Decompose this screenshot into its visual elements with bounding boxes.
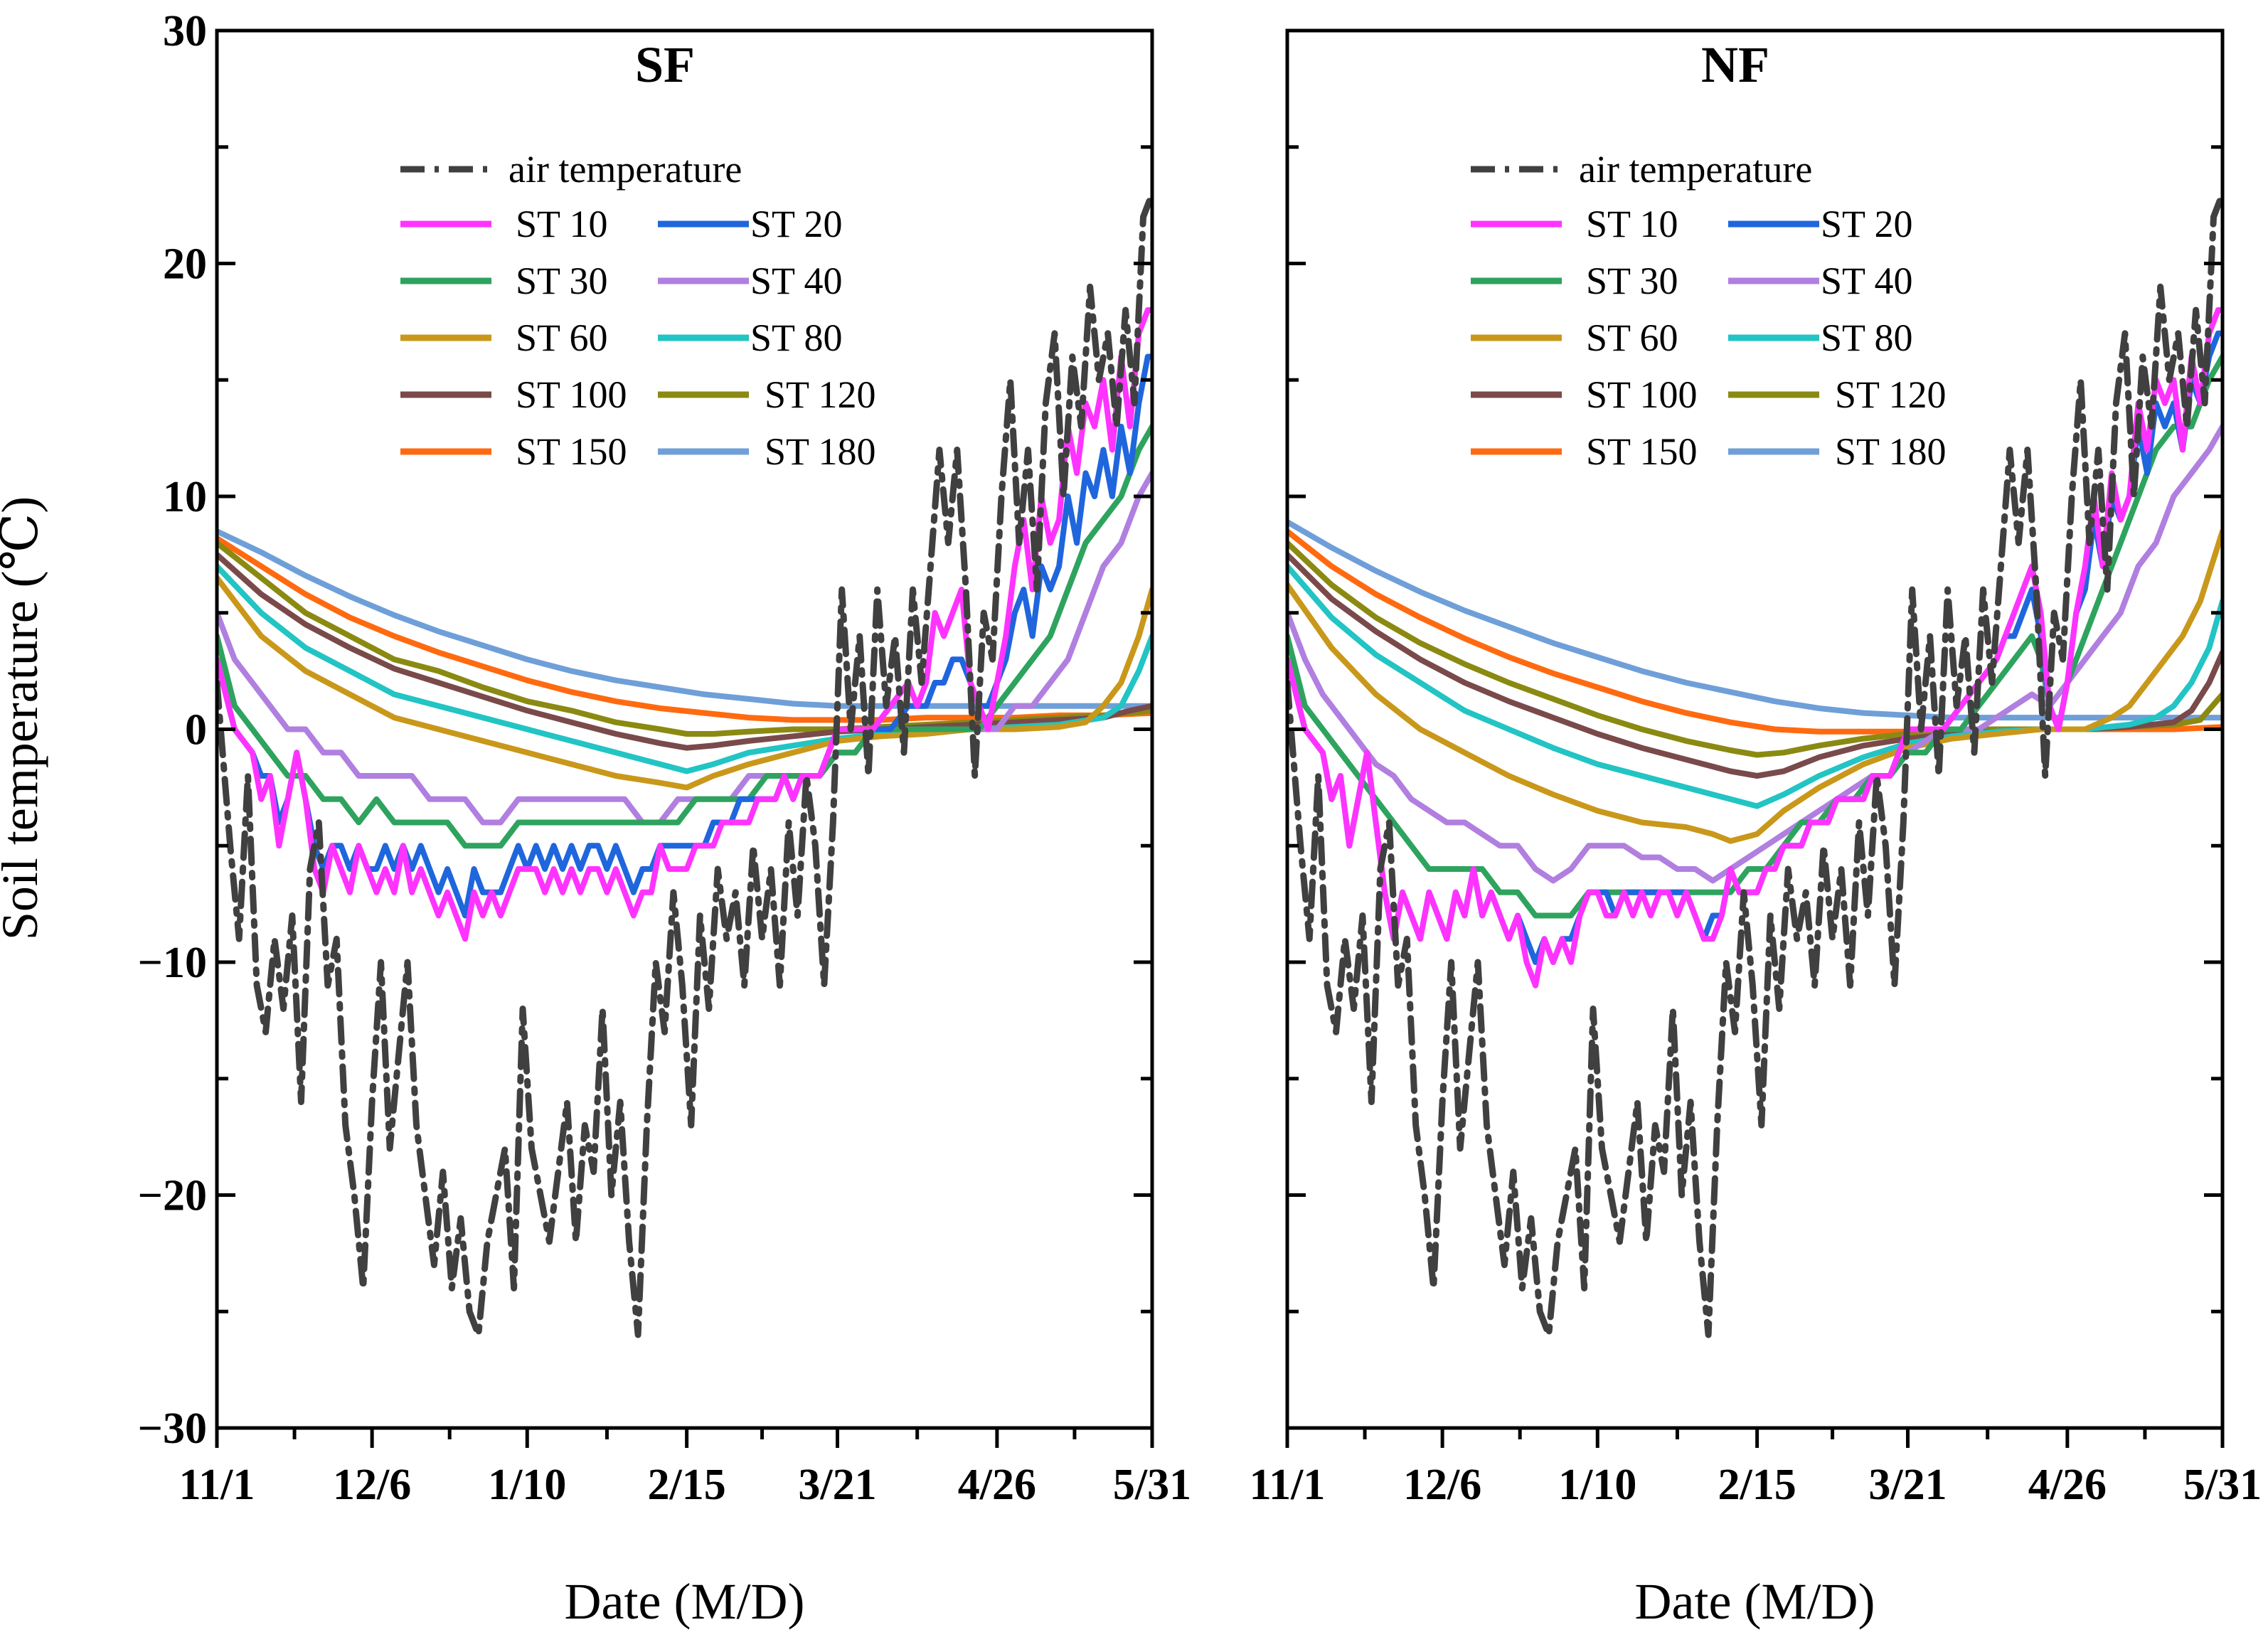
x-axis-title: Date (M/D) (565, 1573, 805, 1630)
x-tick-label: 5/31 (2183, 1461, 2262, 1509)
x-tick-label: 3/21 (798, 1461, 876, 1509)
legend: air temperature ST 10 ST 20 ST 30 ST 40 ST 60… (1471, 148, 1947, 473)
series-line-st-60 (1287, 528, 2222, 844)
series-group (217, 190, 1152, 1338)
x-tick-label: 12/6 (1403, 1461, 1481, 1509)
series-line-st-20 (217, 353, 1152, 919)
y-tick-label: −30 (138, 1405, 207, 1453)
x-tick-label: 1/10 (488, 1461, 566, 1509)
x-tick-label: 4/26 (958, 1461, 1036, 1509)
series-line-air-temperature (1287, 190, 2222, 1338)
x-tick-label: 2/15 (1718, 1461, 1796, 1509)
legend-label-air-temperature: air temperature (509, 148, 742, 191)
series-line-st-60 (217, 575, 1152, 791)
legend-label-st-180: ST 180 (765, 430, 876, 473)
y-tick-label: 20 (163, 240, 207, 289)
legend-label-st-80: ST 80 (750, 316, 843, 359)
y-tick-label: −20 (138, 1172, 207, 1220)
legend: air temperature ST 10 ST 20 ST 30 ST 40 ST 60… (400, 148, 876, 473)
x-tick-label: 12/6 (333, 1461, 411, 1509)
x-tick-label: 2/15 (647, 1461, 725, 1509)
legend-label-st-30: ST 30 (516, 260, 608, 302)
x-tick-label: 1/10 (1558, 1461, 1636, 1509)
series-line-st-100 (217, 551, 1152, 751)
legend-label-st-100: ST 100 (516, 373, 627, 416)
legend-label-st-120: ST 120 (765, 373, 876, 416)
x-tick-label: 3/21 (1868, 1461, 1947, 1509)
series-line-st-40 (1287, 423, 2222, 884)
legend-label-st-40: ST 40 (1821, 260, 1913, 302)
series-line-st-40 (217, 470, 1152, 826)
legend-label-st-10: ST 10 (1586, 203, 1678, 245)
y-tick-label: 10 (163, 473, 207, 521)
series-group (1287, 190, 2222, 1338)
series-line-st-150 (1287, 528, 2222, 735)
legend-label-st-120: ST 120 (1835, 373, 1947, 416)
legend-label-st-20: ST 20 (1821, 203, 1913, 245)
y-tick-label: 30 (163, 7, 207, 55)
series-line-st-80 (1287, 563, 2222, 809)
legend-label-st-150: ST 150 (1586, 430, 1698, 473)
legend-label-st-80: ST 80 (1821, 316, 1913, 359)
y-tick-label: 0 (185, 706, 207, 755)
x-tick-label: 11/1 (1250, 1461, 1326, 1509)
series-line-st-30 (217, 423, 1152, 849)
legend-label-st-60: ST 60 (1586, 316, 1678, 359)
panel-title: SF (635, 36, 695, 93)
x-tick-label: 4/26 (2028, 1461, 2107, 1509)
panel-sf: 30 20 10 0 −10 −20 −30 11/1 12/6 1/10 2/15 3/21 4/26… (138, 7, 1191, 1630)
x-axis-title: Date (M/D) (1635, 1573, 1875, 1630)
legend-label-st-30: ST 30 (1586, 260, 1678, 302)
legend-label-st-150: ST 150 (516, 430, 627, 473)
legend-label-st-180: ST 180 (1835, 430, 1947, 473)
panel-title: NF (1701, 36, 1769, 93)
legend-label-st-20: ST 20 (750, 203, 843, 245)
legend-label-st-40: ST 40 (750, 260, 843, 302)
x-tick-label: 5/31 (1113, 1461, 1191, 1509)
panel-nf: 11/1 12/6 1/10 2/15 3/21 4/26 5/31 NF Date (M/D)… (1250, 28, 2262, 1630)
legend-label-st-100: ST 100 (1586, 373, 1698, 416)
series-line-air-temperature (217, 190, 1152, 1338)
series-line-st-10 (217, 307, 1152, 942)
x-tick-label: 11/1 (179, 1461, 255, 1509)
legend-label-st-10: ST 10 (516, 203, 608, 245)
y-tick-label: −10 (138, 939, 207, 987)
legend-label-st-60: ST 60 (516, 316, 608, 359)
y-axis-title: Soil temperature (℃) (0, 496, 48, 940)
legend-label-air-temperature: air temperature (1579, 148, 1812, 191)
